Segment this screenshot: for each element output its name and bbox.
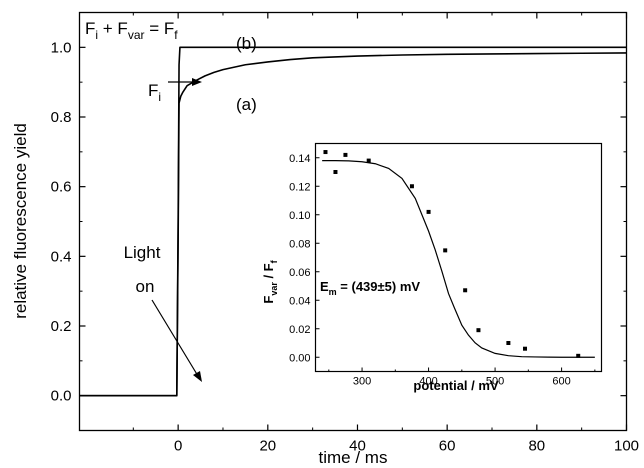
inset-y-tick-label: 0.10 xyxy=(289,210,310,222)
inset-y-axis-title: Fvar / Ff xyxy=(261,259,279,303)
inset-y-tick-label: 0.14 xyxy=(289,153,310,165)
main-series-line-a xyxy=(79,52,627,397)
inset-x-tick-label: 500 xyxy=(486,376,504,388)
inset-data-point xyxy=(323,150,328,155)
inset-x-tick-label: 300 xyxy=(353,376,371,388)
main-x-tick-label: 80 xyxy=(528,438,545,455)
main-x-tick-label: 40 xyxy=(349,438,366,455)
inset-data-point xyxy=(343,152,348,157)
inset-data-point xyxy=(366,158,371,163)
eq-sub-var: var xyxy=(128,28,145,42)
inset-x-axis-title: potential / mV xyxy=(413,378,499,393)
main-y-axis-title: relative fluorescence yield xyxy=(11,123,30,319)
eq-f3: = F xyxy=(145,19,175,38)
main-x-tick-label: 60 xyxy=(439,438,456,455)
em-base: E xyxy=(320,279,329,294)
fi-base: F xyxy=(148,81,158,100)
eq-f1: F xyxy=(85,19,95,38)
em-sub: m xyxy=(329,287,337,297)
fi-label: Fi xyxy=(148,81,161,104)
inset-axis-ticks: 300 400 500 600 0.00 0.02 0.04 0.06 0.08 0.10 0.12… xyxy=(289,153,596,388)
main-x-tick-label: 0 xyxy=(174,438,182,455)
inset-data-point xyxy=(333,170,338,174)
inset-series-group xyxy=(322,150,595,358)
inset-y-tick-label: 0.04 xyxy=(289,295,310,307)
eq-sub-f: f xyxy=(174,28,178,42)
main-series-group xyxy=(79,46,627,397)
main-y-tick-label: 1.0 xyxy=(51,39,72,56)
inset-y-sub2: f xyxy=(269,259,279,263)
inset-data-point xyxy=(409,184,414,189)
main-y-tick-label: 0.2 xyxy=(51,318,72,335)
main-x-tick-label: 20 xyxy=(259,438,276,455)
main-y-tick-label: 0.0 xyxy=(51,388,72,405)
inset-y-tick-label: 0.08 xyxy=(289,238,310,250)
inset-data-point xyxy=(426,209,431,214)
inset-y-tick-label: 0.12 xyxy=(289,181,310,193)
inset-fit-curve xyxy=(322,160,595,358)
em-rest: = (439±5) mV xyxy=(337,279,421,294)
inset-x-tick-label: 600 xyxy=(552,376,570,388)
curve-label-a: (a) xyxy=(236,95,257,114)
main-axis-ticks: 0 20 40 60 80 100 0.0 0.2 0.4 0.6 0.8 1.0 xyxy=(51,12,639,455)
eq-sub-i: i xyxy=(95,28,98,42)
inset-plot-frame xyxy=(314,142,603,373)
main-y-tick-label: 0.4 xyxy=(51,248,72,265)
light-on-arrow xyxy=(151,299,202,382)
inset-data-point xyxy=(463,288,468,293)
main-y-tick-label: 0.6 xyxy=(51,179,72,196)
equation-annotation: Fi + Fvar = Ff xyxy=(85,19,178,42)
inset-y-tick-label: 0.02 xyxy=(289,324,310,336)
light-on-label-line1: Light xyxy=(124,243,161,262)
curve-label-b: (b) xyxy=(236,34,257,53)
inset-data-point xyxy=(476,328,481,333)
inset-x-tick-label: 400 xyxy=(419,376,437,388)
em-annotation: Em = (439±5) mV xyxy=(320,279,420,297)
main-x-axis-title: time / ms xyxy=(319,448,388,467)
inset-y-base2: / F xyxy=(261,263,276,282)
main-y-tick-label: 0.8 xyxy=(51,109,72,126)
fi-arrow xyxy=(168,78,202,86)
inset-y-tick-label: 0.06 xyxy=(289,267,310,279)
inset-data-point xyxy=(443,248,448,253)
inset-y-base1: F xyxy=(261,296,276,304)
fi-sub: i xyxy=(158,90,161,104)
main-x-tick-label: 100 xyxy=(614,438,639,455)
inset-data-point xyxy=(523,346,528,351)
light-on-label-line2: on xyxy=(136,277,155,296)
inset-data-point xyxy=(506,341,511,345)
inset-data-point xyxy=(576,353,581,358)
inset-y-tick-label: 0.00 xyxy=(289,352,310,364)
inset-y-sub1: var xyxy=(269,282,279,296)
eq-f2: + F xyxy=(98,19,128,38)
